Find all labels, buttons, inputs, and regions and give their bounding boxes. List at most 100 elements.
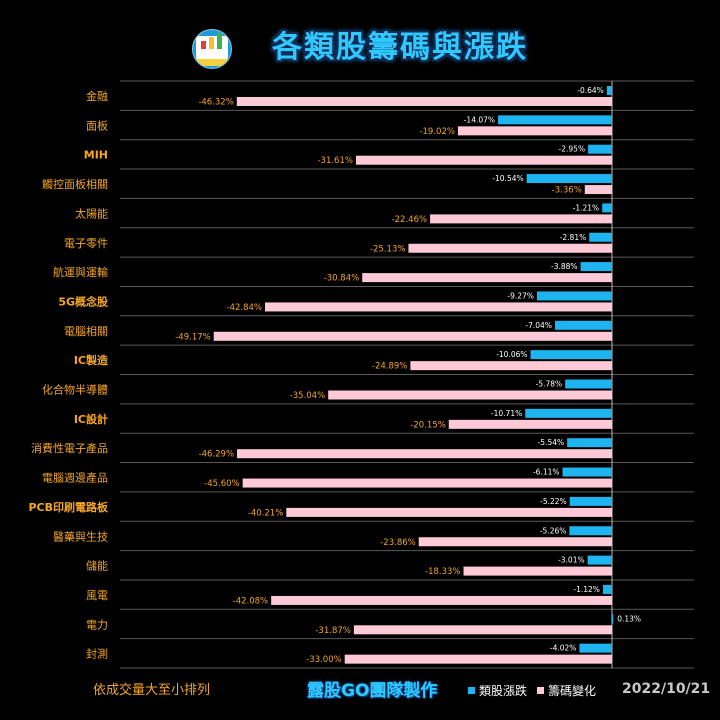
category-label: 化合物半導體 <box>42 383 108 397</box>
category-label: IC設計 <box>74 412 108 426</box>
sector-change-bar <box>565 379 612 389</box>
chip-change-label: -46.29% <box>199 450 234 460</box>
category-label: 太陽能 <box>75 206 108 220</box>
sector-change-label: -5.78% <box>536 380 563 389</box>
category-label: 5G概念股 <box>58 294 109 308</box>
chip-change-label: -31.61% <box>317 156 352 166</box>
chip-change-bar <box>242 478 612 488</box>
sector-change-label: -7.04% <box>525 321 552 330</box>
sector-change-label: -3.88% <box>551 262 578 271</box>
legend-swatch-chip-change <box>537 687 545 694</box>
team-credit: 露股GO團隊製作 <box>307 681 438 701</box>
sector-change-bar <box>536 291 612 301</box>
chip-change-label: -31.87% <box>315 626 350 636</box>
report-date: 2022/10/21 <box>622 681 711 697</box>
chip-change-bar <box>430 214 612 224</box>
category-label: 消費性電子產品 <box>31 441 108 455</box>
sector-change-bar <box>526 174 612 184</box>
chip-change-label: -22.46% <box>392 215 427 225</box>
chip-change-label: -46.32% <box>198 98 233 108</box>
sector-change-label: -1.21% <box>573 203 600 212</box>
sector-change-bar <box>567 438 612 448</box>
chip-change-bar <box>264 302 612 312</box>
sector-change-label: -5.54% <box>538 438 565 447</box>
category-label: 航運與運輸 <box>53 265 108 279</box>
chip-change-label: -20.15% <box>410 420 445 430</box>
chip-change-label: -35.04% <box>290 391 325 401</box>
category-label: 封測 <box>86 647 108 661</box>
sector-change-bar <box>602 584 612 594</box>
chip-change-label: -25.13% <box>370 244 405 254</box>
sector-change-label: -2.95% <box>559 145 586 154</box>
legend-item-sector-change: 類股漲跌 <box>468 682 527 699</box>
sector-change-label: -5.22% <box>540 497 567 506</box>
sector-change-bar <box>530 350 612 360</box>
category-label: 儲能 <box>86 559 108 573</box>
chip-change-bar <box>448 419 612 429</box>
sector-change-bar <box>554 320 612 330</box>
sector-change-label: -3.01% <box>558 556 585 565</box>
legend-label-sector-change: 類股漲跌 <box>479 684 528 698</box>
sector-change-bar <box>602 203 612 213</box>
category-label: 電腦相關 <box>64 324 108 338</box>
chip-change-label: -23.86% <box>380 538 415 548</box>
chip-change-bar <box>355 155 612 165</box>
sector-change-bar <box>606 86 612 95</box>
chip-change-label: -30.84% <box>324 274 359 284</box>
sector-change-bar <box>569 526 612 536</box>
sector-change-bar <box>562 467 612 477</box>
category-label: PCB印刷電路板 <box>28 500 109 514</box>
sector-change-bar <box>525 408 612 418</box>
category-label: 風電 <box>86 589 108 602</box>
chip-change-label: -49.17% <box>175 332 210 342</box>
chart-logo <box>192 29 232 69</box>
sector-change-bar <box>580 262 612 272</box>
chip-change-label: -42.84% <box>227 303 262 313</box>
sector-change-label: -1.12% <box>573 585 600 594</box>
category-label: 醫藥與生技 <box>53 529 108 543</box>
chip-change-label: -45.60% <box>204 479 239 489</box>
chip-change-bar <box>286 507 612 517</box>
sector-change-label: -6.11% <box>533 468 560 477</box>
category-label: IC製造 <box>74 353 109 367</box>
sector-change-bar <box>579 643 612 653</box>
sector-change-bar <box>569 496 612 506</box>
chip-change-label: -3.36% <box>552 186 582 196</box>
category-label: 觸控面板相關 <box>42 177 108 191</box>
sector-change-label: -10.54% <box>492 174 523 183</box>
chip-change-bar <box>457 126 612 136</box>
chip-change-bar <box>362 273 612 283</box>
chip-change-label: -24.89% <box>372 362 407 372</box>
chip-change-bar <box>213 331 612 341</box>
chip-change-label: -19.02% <box>419 127 454 137</box>
chart-legend: 類股漲跌 籌碼變化 <box>468 682 606 699</box>
sector-change-label: -2.81% <box>560 233 587 242</box>
sector-change-label: -4.02% <box>550 644 577 653</box>
chip-change-label: -33.00% <box>306 655 341 665</box>
sort-note: 依成交量大至小排列 <box>93 683 211 698</box>
sector-change-label: -14.07% <box>464 115 495 124</box>
legend-label-chip-change: 籌碼變化 <box>548 684 597 698</box>
sector-change-bar <box>498 115 612 125</box>
chip-change-bar <box>271 595 612 605</box>
sector-change-label: -9.27% <box>507 291 534 300</box>
chip-change-bar <box>408 243 612 253</box>
sector-change-bar <box>612 614 614 624</box>
chip-change-label: -40.21% <box>248 508 283 518</box>
sector-change-label: -10.71% <box>491 409 522 418</box>
sector-change-bar <box>587 555 612 565</box>
category-label: 電腦週邊產品 <box>42 471 108 485</box>
chip-change-label: -18.33% <box>425 567 460 577</box>
category-label: 金融 <box>86 89 108 103</box>
legend-item-chip-change: 籌碼變化 <box>537 682 596 699</box>
sector-change-label: 0.13% <box>617 614 641 623</box>
chip-change-label: -42.08% <box>233 596 268 606</box>
chip-change-bar <box>463 566 612 576</box>
chip-change-bar <box>584 185 612 195</box>
category-label: 電子零件 <box>64 237 108 250</box>
sector-change-label: -10.06% <box>496 350 527 359</box>
sector-change-bar <box>589 232 612 242</box>
chip-change-bar <box>418 537 612 547</box>
category-label: 電力 <box>86 618 108 631</box>
